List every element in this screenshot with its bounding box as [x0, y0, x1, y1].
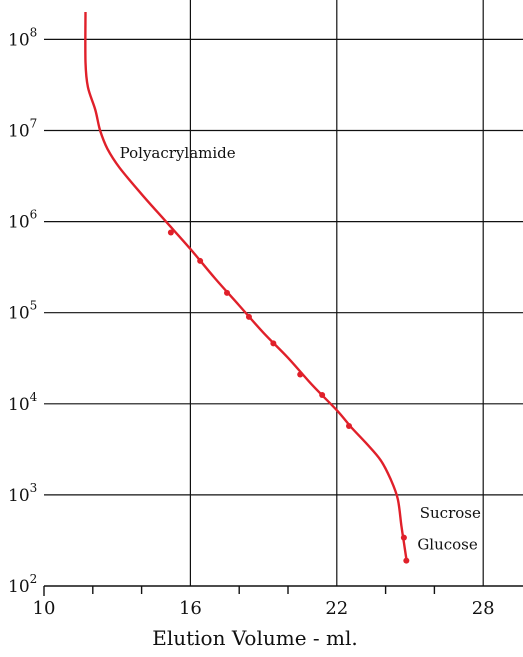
data-point	[400, 534, 407, 541]
annotations: Polyacrylamide Sucrose Glucose	[120, 144, 481, 554]
y-tick-label: 103	[8, 481, 37, 506]
y-tick-exponent: 6	[30, 208, 38, 222]
x-tick-label: 28	[472, 598, 495, 619]
annotation-label: Glucose	[417, 536, 478, 554]
y-tick-exponent: 4	[30, 390, 38, 404]
data-point	[270, 340, 277, 347]
data-point	[245, 313, 252, 320]
y-tick-label: 104	[8, 390, 38, 415]
y-tick-exponent: 5	[30, 299, 38, 313]
y-tick-base: 10	[8, 486, 30, 506]
data-point	[167, 229, 174, 236]
y-tick-label: 105	[8, 299, 37, 324]
annotation-label: Sucrose	[420, 504, 481, 522]
y-tick-exponent: 8	[30, 25, 38, 39]
y-tick-exponent: 3	[30, 481, 38, 495]
y-tick-base: 10	[8, 577, 30, 597]
y-tick-exponent: 7	[30, 117, 38, 131]
series-curve	[84, 11, 408, 559]
series-line	[84, 11, 408, 559]
x-axis-title: Elution Volume - ml.	[152, 626, 358, 650]
x-tick-label: 22	[325, 598, 348, 619]
data-point	[224, 289, 230, 296]
y-tick-base: 10	[8, 30, 30, 50]
y-tick-label: 102	[8, 572, 37, 597]
data-point	[346, 423, 352, 430]
data-point	[197, 257, 204, 264]
x-tick-label: 10	[33, 598, 56, 619]
data-point	[319, 391, 326, 398]
data-point	[297, 371, 304, 378]
y-tick-base: 10	[8, 395, 30, 415]
gridlines	[44, 0, 523, 586]
x-tick-label: 16	[179, 598, 202, 619]
y-tick-base: 10	[8, 122, 30, 142]
y-tick-exponent: 2	[30, 572, 38, 586]
y-tick-base: 10	[8, 304, 30, 324]
data-points	[167, 229, 410, 564]
annotation-label: Polyacrylamide	[120, 144, 236, 162]
x-axis: 10 16 22 28	[33, 585, 523, 619]
y-tick-label: 108	[8, 25, 37, 50]
y-tick-label: 107	[8, 117, 37, 142]
y-tick-base: 10	[8, 213, 30, 233]
data-point	[403, 557, 410, 564]
y-tick-label: 106	[8, 208, 37, 233]
